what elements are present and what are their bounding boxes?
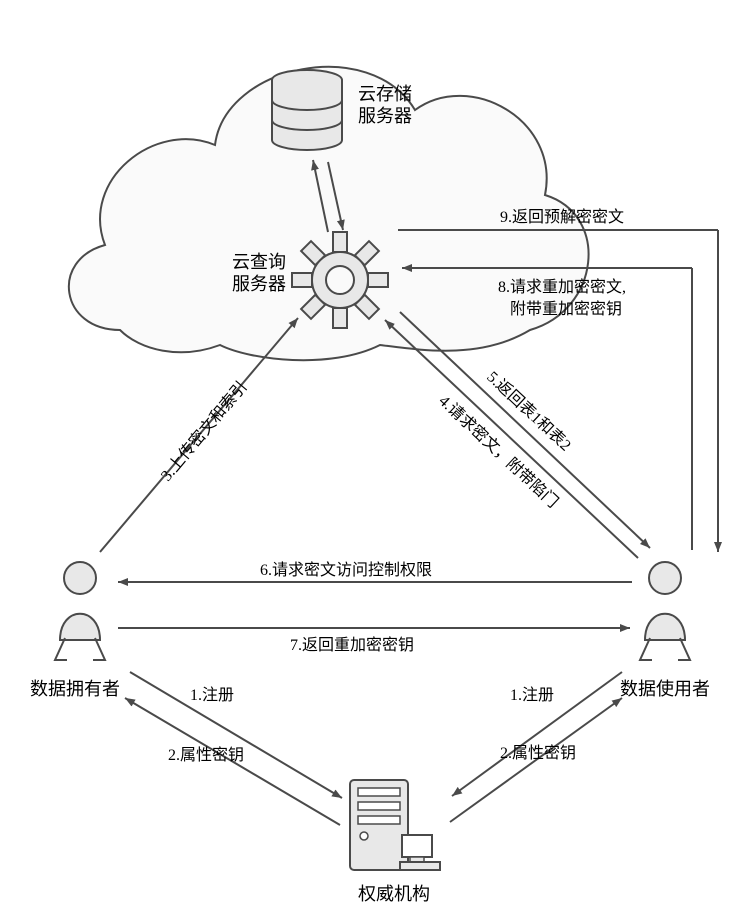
edge-8-label-2: 附带重加密密钥 [510, 300, 622, 318]
edge-9-label: 9.返回预解密密文 [500, 208, 624, 226]
edge-2a-label: 2.属性密钥 [168, 746, 244, 764]
authority-icon [350, 780, 440, 870]
edge-5 [400, 312, 650, 548]
data-user-icon [640, 562, 690, 660]
query-server-icon [292, 232, 388, 328]
edge-4-label: 4.请求密文，附带陷门 [435, 392, 561, 512]
data-owner-icon [55, 562, 105, 660]
edge-1a [130, 672, 342, 798]
edge-2b-label: 2.属性密钥 [500, 744, 576, 762]
query-server-label-2: 服务器 [232, 274, 286, 294]
edge-7-label: 7.返回重加密密钥 [290, 636, 414, 654]
authority-label: 权威机构 [358, 884, 430, 904]
data-owner-label: 数据拥有者 [30, 679, 120, 699]
edge-3-label: 3.上传密文和索引 [157, 378, 251, 485]
edge-4 [385, 320, 638, 558]
storage-server-label-1: 云存储 [358, 84, 412, 104]
diagram-canvas: 云存储 服务器 云查询 服务器 数据拥有者 [0, 0, 742, 910]
query-server-label-1: 云查询 [232, 252, 286, 272]
storage-server-label-2: 服务器 [358, 106, 412, 126]
data-user-label: 数据使用者 [620, 679, 710, 699]
edge-6-label: 6.请求密文访问控制权限 [260, 561, 432, 579]
edge-1b-label: 1.注册 [510, 686, 554, 704]
edge-8-label-1: 8.请求重加密密文, [498, 278, 626, 296]
storage-server-icon [272, 70, 342, 150]
edge-1a-label: 1.注册 [190, 686, 234, 704]
